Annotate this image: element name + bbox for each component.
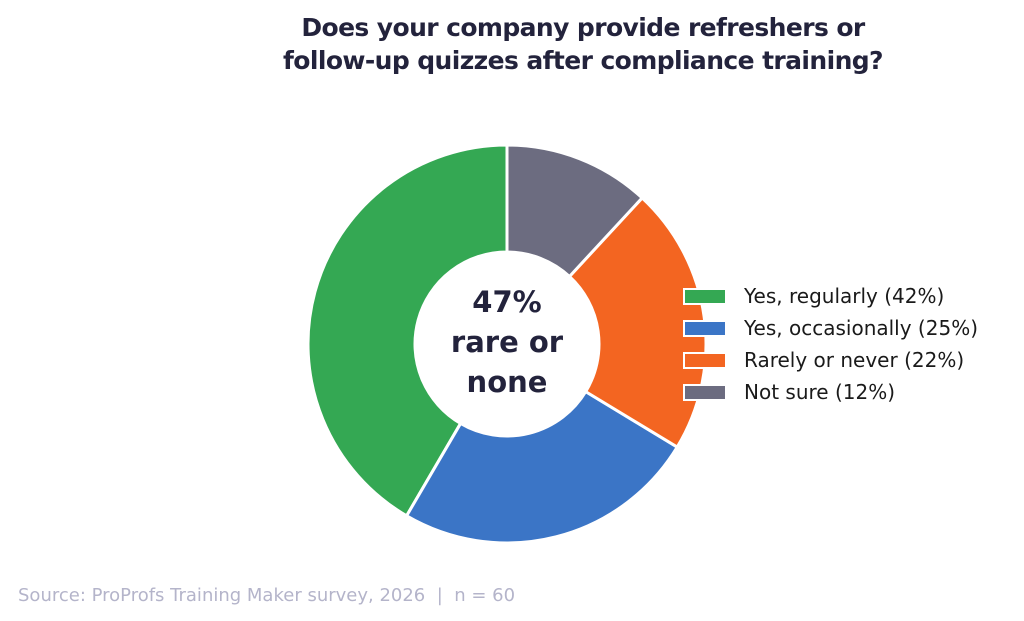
legend-swatch-gray xyxy=(683,383,727,401)
pie-slice-yes-occasionally xyxy=(405,390,679,545)
legend-label: Yes, regularly (42%) xyxy=(744,284,945,308)
legend-swatch-green xyxy=(683,287,727,305)
chart-title: Does your company provide refreshers or … xyxy=(283,13,884,75)
legend-item-yes-regularly: Yes, regularly (42%) xyxy=(683,280,978,312)
legend-label: Yes, occasionally (25%) xyxy=(744,316,978,340)
donut-center-label: 47% rare or none xyxy=(450,285,564,399)
source-note: Source: ProProfs Training Maker survey, … xyxy=(18,585,516,606)
legend-item-rarely-or-never: Rarely or never (22%) xyxy=(683,344,978,376)
legend-label: Rarely or never (22%) xyxy=(744,348,965,372)
pie-slice-not-sure xyxy=(505,143,644,278)
chart-legend: Yes, regularly (42%) Yes, occasionally (… xyxy=(683,280,978,408)
pie-slice-rarely-or-never xyxy=(567,196,708,449)
legend-swatch-orange xyxy=(683,351,727,369)
legend-label: Not sure (12%) xyxy=(744,380,895,404)
legend-item-yes-occasionally: Yes, occasionally (25%) xyxy=(683,312,978,344)
legend-item-not-sure: Not sure (12%) xyxy=(683,376,978,408)
pie-slice-yes-regularly xyxy=(306,143,509,518)
legend-swatch-blue xyxy=(683,319,727,337)
